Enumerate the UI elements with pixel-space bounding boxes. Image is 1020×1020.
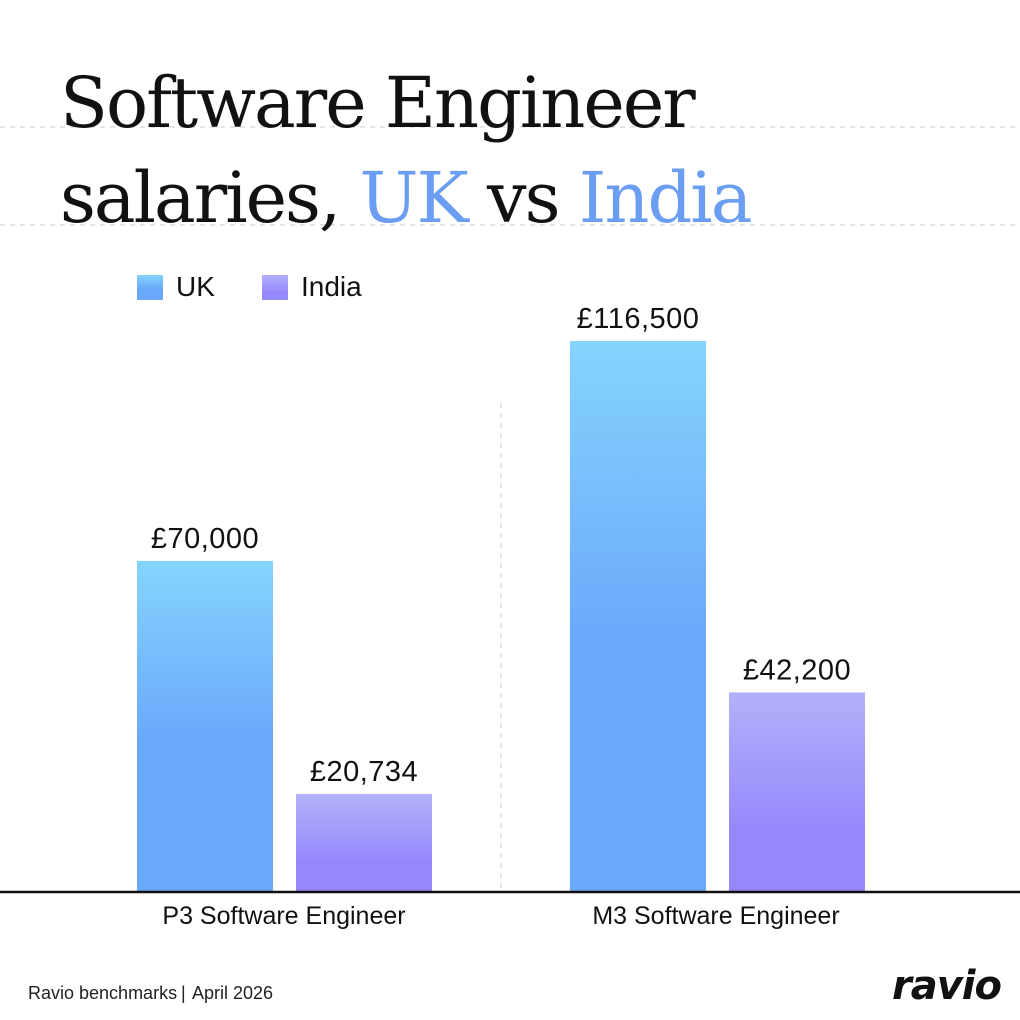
chart-title-line-1: Software Engineer — [60, 62, 696, 144]
legend-swatch-india — [262, 275, 288, 300]
category-label-p3: P3 Software Engineer — [162, 902, 405, 930]
value-label-uk-1: £70,000 — [151, 523, 259, 555]
bars-layer — [137, 341, 865, 892]
title-accent-uk: UK — [359, 157, 470, 239]
title-accent-india: India — [579, 157, 751, 239]
value-label-india-2: £42,200 — [743, 654, 851, 686]
bar-uk-2 — [570, 341, 706, 892]
value-label-uk-2: £116,500 — [577, 303, 700, 335]
chart-title-line-2: salaries, UK vs India — [60, 157, 751, 239]
footer-source: Ravio benchmarks — [28, 983, 177, 1003]
brand-logo: ravio — [892, 963, 1002, 1009]
legend: UK India — [137, 271, 362, 302]
footer-separator: | — [181, 983, 186, 1003]
title-prefix: salaries, — [60, 157, 359, 239]
bar-india-2 — [729, 692, 865, 892]
footer-date: April 2026 — [192, 983, 273, 1003]
bar-uk-1 — [137, 560, 273, 892]
legend-label-india: India — [301, 271, 362, 302]
bar-india-1 — [296, 793, 432, 892]
category-label-m3: M3 Software Engineer — [592, 902, 839, 930]
title-vs: vs — [467, 157, 579, 239]
value-label-india-1: £20,734 — [310, 756, 418, 788]
value-labels-layer: £70,000 £20,734 £116,500 £42,200 — [151, 303, 851, 788]
legend-label-uk: UK — [176, 271, 215, 302]
legend-swatch-uk — [137, 275, 163, 300]
